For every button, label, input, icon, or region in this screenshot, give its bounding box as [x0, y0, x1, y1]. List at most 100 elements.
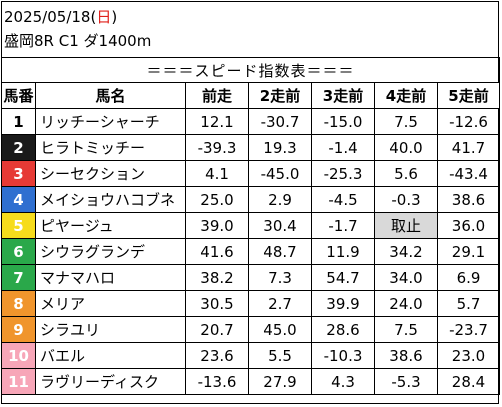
- race-4-back-index: 24.0: [374, 290, 438, 317]
- race-4-back-index: 34.2: [374, 238, 438, 265]
- horse-number: 9: [1, 316, 36, 343]
- horse-name: シーセクション: [35, 160, 186, 187]
- horse-number: 6: [1, 238, 36, 265]
- race-2-back-index: 2.7: [248, 290, 312, 317]
- race-info: 盛岡8R C1 ダ1400m: [4, 32, 152, 50]
- column-header-last: 前走: [185, 82, 249, 109]
- column-header-name: 馬名: [35, 82, 186, 109]
- race-3-back-index: 39.9: [311, 290, 375, 317]
- race-5-back-index: 29.1: [437, 238, 500, 265]
- last-race-index: 23.6: [185, 342, 249, 369]
- race-2-back-index: 5.5: [248, 342, 312, 369]
- table-row: 11 ラヴリーディスク -13.6 27.9 4.3 -5.3 28.4: [1, 368, 500, 395]
- column-header-2back: 2走前: [248, 82, 312, 109]
- table-row: 10 バエル 23.6 5.5 -10.3 38.6 23.0: [1, 342, 500, 369]
- race-5-back-index: 41.7: [437, 134, 500, 161]
- horse-name: リッチーシャーチ: [35, 108, 186, 135]
- horse-name: シウラグランデ: [35, 238, 186, 265]
- horse-number: 10: [1, 342, 36, 369]
- table-row: 6 シウラグランデ 41.6 48.7 11.9 34.2 29.1: [1, 238, 500, 265]
- race-5-back-index: -12.6: [437, 108, 500, 135]
- race-3-back-index: -15.0: [311, 108, 375, 135]
- horse-number: 3: [1, 160, 36, 187]
- race-4-back-index: 34.0: [374, 264, 438, 291]
- horse-name: マナマハロ: [35, 264, 186, 291]
- race-3-back-index: -4.5: [311, 186, 375, 213]
- column-header-4back: 4走前: [374, 82, 438, 109]
- horse-number: 4: [1, 186, 36, 213]
- horse-number: 1: [1, 108, 36, 135]
- table-row: 4 メイショウハコブネ 25.0 2.9 -4.5 -0.3 38.6: [1, 186, 500, 213]
- table-row: 1 リッチーシャーチ 12.1 -30.7 -15.0 7.5 -12.6: [1, 108, 500, 135]
- race-2-back-index: 7.3: [248, 264, 312, 291]
- horse-name: ラヴリーディスク: [35, 368, 186, 395]
- race-5-back-index: 5.7: [437, 290, 500, 317]
- race-4-back-index: 7.5: [374, 316, 438, 343]
- race-2-back-index: -30.7: [248, 108, 312, 135]
- race-4-back-index: 取止: [374, 212, 438, 239]
- race-3-back-index: -25.3: [311, 160, 375, 187]
- race-4-back-index: 40.0: [374, 134, 438, 161]
- race-4-back-index: 5.6: [374, 160, 438, 187]
- date-text: 2025/05/18: [4, 8, 91, 26]
- last-race-index: 20.7: [185, 316, 249, 343]
- horse-number: 11: [1, 368, 36, 395]
- horse-name: シラユリ: [35, 316, 186, 343]
- table-header-row: 馬番 馬名 前走 2走前 3走前 4走前 5走前: [1, 82, 500, 109]
- horse-number: 7: [1, 264, 36, 291]
- table-row: 3 シーセクション 4.1 -45.0 -25.3 5.6 -43.4: [1, 160, 500, 187]
- race-2-back-index: 27.9: [248, 368, 312, 395]
- column-header-5back: 5走前: [437, 82, 500, 109]
- column-header-no: 馬番: [1, 82, 36, 109]
- race-2-back-index: 30.4: [248, 212, 312, 239]
- race-5-back-index: 6.9: [437, 264, 500, 291]
- last-race-index: -13.6: [185, 368, 249, 395]
- table-row: 7 マナマハロ 38.2 7.3 54.7 34.0 6.9: [1, 264, 500, 291]
- last-race-index: 38.2: [185, 264, 249, 291]
- last-race-index: 12.1: [185, 108, 249, 135]
- horse-name: ピヤージュ: [35, 212, 186, 239]
- race-5-back-index: 23.0: [437, 342, 500, 369]
- last-race-index: 41.6: [185, 238, 249, 265]
- table-row: 8 メリア 30.5 2.7 39.9 24.0 5.7: [1, 290, 500, 317]
- last-race-index: -39.3: [185, 134, 249, 161]
- race-4-back-index: 38.6: [374, 342, 438, 369]
- race-5-back-index: -43.4: [437, 160, 500, 187]
- horse-name: メイショウハコブネ: [35, 186, 186, 213]
- race-5-back-index: 28.4: [437, 368, 500, 395]
- day-open-paren: (: [90, 8, 97, 26]
- last-race-index: 4.1: [185, 160, 249, 187]
- speed-index-table: ＝＝＝スピード指数表＝＝＝ 馬番 馬名 前走 2走前 3走前 4走前 5走前 1…: [1, 57, 500, 395]
- race-4-back-index: -0.3: [374, 186, 438, 213]
- race-2-back-index: 2.9: [248, 186, 312, 213]
- column-header-3back: 3走前: [311, 82, 375, 109]
- table-row: 2 ヒラトミッチー -39.3 19.3 -1.4 40.0 41.7: [1, 134, 500, 161]
- table-row: 9 シラユリ 20.7 45.0 28.6 7.5 -23.7: [1, 316, 500, 343]
- race-5-back-index: 38.6: [437, 186, 500, 213]
- race-5-back-index: -23.7: [437, 316, 500, 343]
- race-date: 2025/05/18(日): [4, 5, 151, 29]
- race-2-back-index: 48.7: [248, 238, 312, 265]
- horse-number: 2: [1, 134, 36, 161]
- race-3-back-index: 4.3: [311, 368, 375, 395]
- race-3-back-index: 54.7: [311, 264, 375, 291]
- table-title-row: ＝＝＝スピード指数表＝＝＝: [1, 57, 500, 83]
- day-close-paren: ): [111, 8, 118, 26]
- last-race-index: 25.0: [185, 186, 249, 213]
- race-3-back-index: 11.9: [311, 238, 375, 265]
- horse-name: メリア: [35, 290, 186, 317]
- race-3-back-index: -10.3: [311, 342, 375, 369]
- horse-name: ヒラトミッチー: [35, 134, 186, 161]
- race-2-back-index: 45.0: [248, 316, 312, 343]
- race-4-back-index: 7.5: [374, 108, 438, 135]
- horse-number: 5: [1, 212, 36, 239]
- race-4-back-index: -5.3: [374, 368, 438, 395]
- race-5-back-index: 36.0: [437, 212, 500, 239]
- last-race-index: 39.0: [185, 212, 249, 239]
- horse-number: 8: [1, 290, 36, 317]
- race-3-back-index: -1.7: [311, 212, 375, 239]
- race-3-back-index: -1.4: [311, 134, 375, 161]
- day-of-week: 日: [96, 8, 112, 26]
- race-3-back-index: 28.6: [311, 316, 375, 343]
- race-2-back-index: 19.3: [248, 134, 312, 161]
